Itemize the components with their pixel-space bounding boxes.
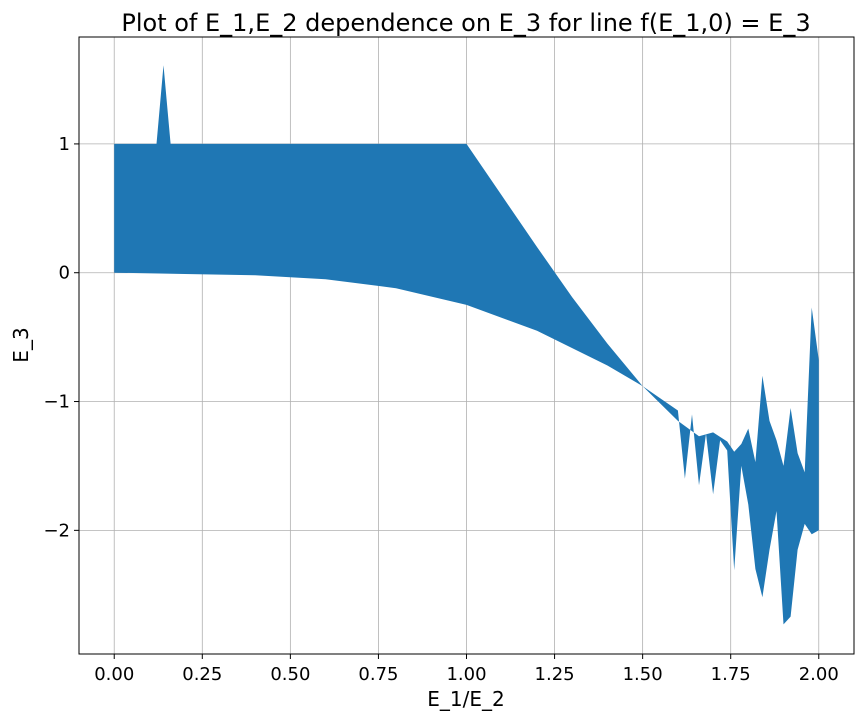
y-tick-label: −2 — [43, 520, 70, 541]
y-axis-ticks: 1 0 −1 −2 — [43, 134, 79, 541]
x-tick-label: 1.25 — [535, 664, 575, 685]
x-tick-label: 0.25 — [182, 664, 222, 685]
x-tick-label: 0.50 — [270, 664, 310, 685]
x-tick-label: 0.75 — [358, 664, 398, 685]
chart-title: Plot of E_1,E_2 dependence on E_3 for li… — [121, 9, 810, 37]
data-fill-area — [114, 65, 819, 625]
x-tick-label: 0.00 — [94, 664, 134, 685]
x-axis-label: E_1/E_2 — [427, 687, 504, 711]
x-tick-label: 1.00 — [446, 664, 486, 685]
y-tick-label: 1 — [59, 134, 70, 155]
y-tick-label: 0 — [59, 263, 70, 284]
x-tick-label: 2.00 — [799, 664, 839, 685]
x-tick-label: 1.75 — [711, 664, 751, 685]
y-tick-label: −1 — [43, 392, 70, 413]
x-tick-label: 1.50 — [623, 664, 663, 685]
y-axis-label: E_3 — [9, 327, 33, 362]
x-axis-ticks: 0.00 0.25 0.50 0.75 1.00 1.25 1.50 1.75 2.00 — [94, 654, 839, 685]
